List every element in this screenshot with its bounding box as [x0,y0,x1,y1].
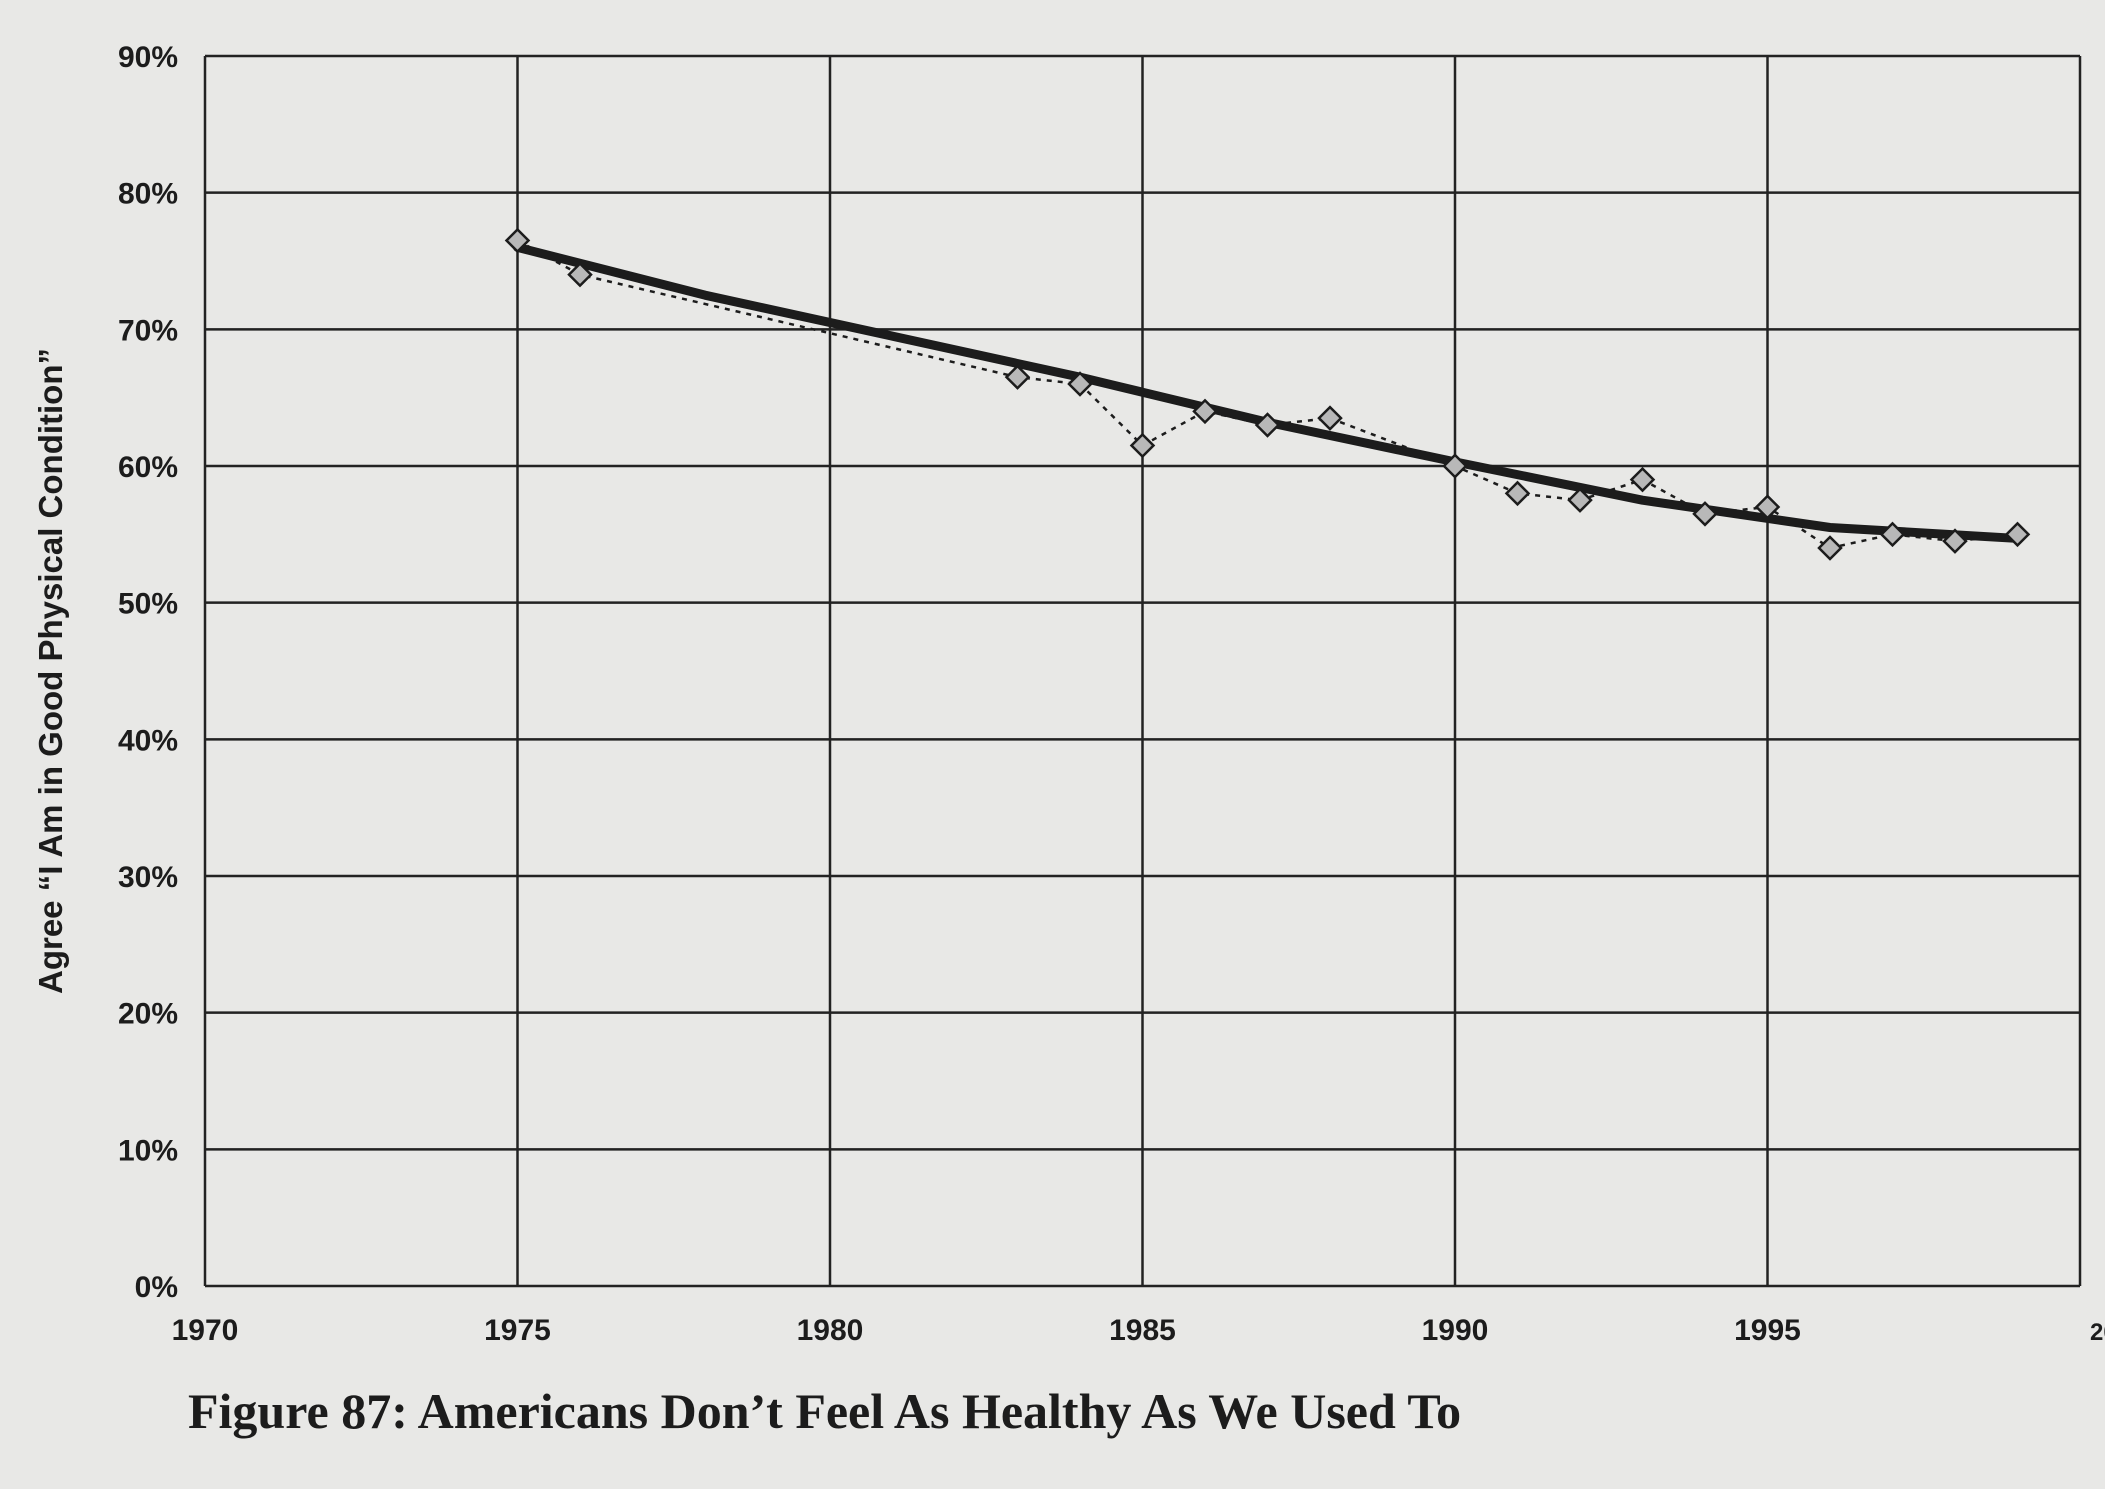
series-line-trend [513,242,2022,543]
data-point-marker [1317,405,1343,431]
y-tick-label: 30% [118,861,178,894]
data-point-marker [1004,364,1031,390]
x-tick-label: 1970 [172,1314,239,1347]
data-point-marker [1879,521,1906,548]
data-point-marker [504,227,531,254]
data-point-marker [1192,398,1218,425]
y-tick-label: 70% [118,314,178,347]
data-point-marker [1567,487,1593,513]
x-tick-label: 1995 [1734,1314,1801,1347]
y-axis-label: Agree “I Am in Good Physical Condition” [32,348,69,994]
y-tick-label: 60% [118,451,178,484]
data-point-marker [1692,501,1718,527]
figure-caption: Figure 87: Americans Don’t Feel As Healt… [188,1383,1462,1439]
data-point-marker [1129,432,1156,459]
data-point-marker [2004,521,2031,548]
data-point-marker [1067,371,1093,397]
data-point-marker [1504,480,1531,507]
x-tick-label: 2000 [2090,1319,2105,1346]
y-tick-label: 50% [118,588,178,621]
y-tick-label: 80% [118,178,178,211]
data-point-marker [1629,466,1656,493]
data-point-marker [1817,535,1843,561]
data-point-marker [1754,494,1781,520]
y-tick-label: 20% [118,998,178,1031]
data-point-marker [567,261,593,288]
y-tick-label: 40% [118,724,178,757]
x-tick-label: 1975 [484,1314,551,1347]
series-line-observed [516,239,2018,550]
data-point-marker [1942,528,1968,554]
x-tick-label: 1985 [1109,1314,1176,1347]
data-point-marker [1254,412,1281,438]
y-tick-label: 10% [118,1134,178,1167]
data-point-marker [1442,453,1468,479]
x-tick-label: 1980 [797,1314,864,1347]
y-tick-label: 0% [135,1271,178,1304]
x-tick-label: 1990 [1422,1314,1489,1347]
y-tick-label: 90% [118,41,178,74]
